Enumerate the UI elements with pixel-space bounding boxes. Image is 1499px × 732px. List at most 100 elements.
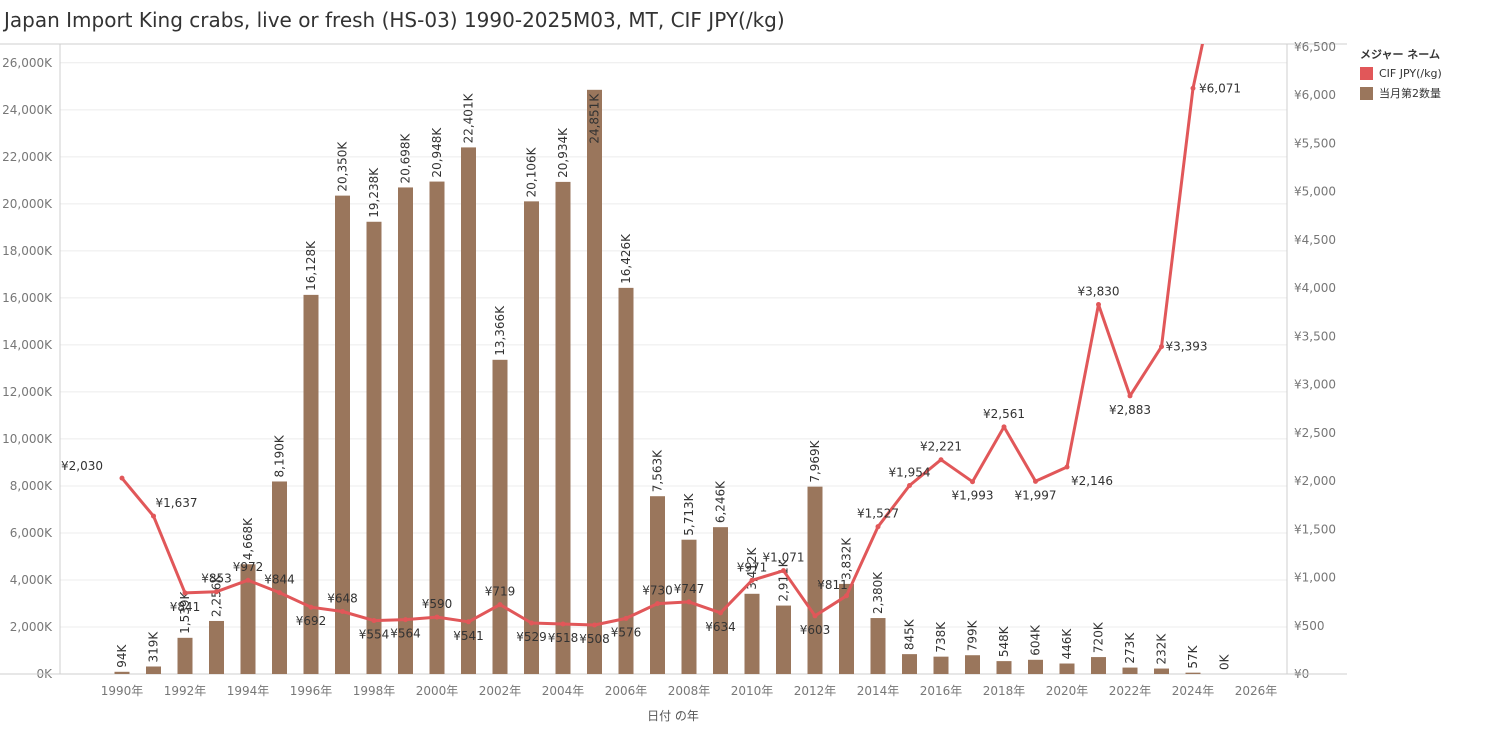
price-data-label: ¥747 [674, 582, 705, 596]
price-data-label: ¥3,830 [1078, 284, 1120, 298]
y-left-tick-label: 18,000K [2, 244, 53, 258]
bar [996, 661, 1012, 674]
bar-data-label: 7,563K [651, 449, 665, 492]
price-point [119, 475, 125, 481]
y-right-tick-label: ¥2,000 [1294, 474, 1336, 488]
price-point [592, 622, 597, 628]
legend-item-cif[interactable]: CIF JPY(/kg) [1360, 67, 1442, 80]
price-point [970, 479, 975, 485]
bar [429, 181, 445, 674]
price-point [749, 577, 755, 583]
price-data-label: ¥634 [705, 620, 736, 634]
bar-data-label: 6,246K [714, 480, 728, 523]
x-tick-label: 2018年 [983, 684, 1026, 698]
bar-data-label: 16,128K [304, 240, 318, 291]
bar [303, 294, 319, 674]
legend-swatch-quantity [1360, 86, 1373, 100]
price-data-label: ¥972 [233, 560, 264, 574]
bar [461, 147, 476, 675]
price-point [1190, 85, 1196, 91]
bar-data-label: 0K [1218, 653, 1232, 670]
y-right-tick-label: ¥4,000 [1294, 281, 1336, 295]
price-data-label: ¥1,997 [1015, 488, 1057, 502]
bar-data-label: 273K [1123, 632, 1137, 664]
bar [146, 666, 161, 674]
price-point [340, 608, 345, 614]
bar [1154, 668, 1169, 674]
price-point [623, 615, 629, 621]
bar [618, 287, 634, 674]
x-tick-label: 2014年 [857, 684, 900, 698]
price-point [686, 599, 692, 605]
y-left-tick-label: 24,000K [2, 103, 53, 117]
bar-data-label: 446K [1060, 628, 1074, 660]
price-data-label: ¥841 [170, 600, 201, 614]
y-right-tick-label: ¥3,500 [1294, 329, 1336, 343]
bar [807, 486, 823, 674]
bar-data-label: 799K [966, 619, 980, 651]
price-data-label: ¥2,883 [1109, 403, 1151, 417]
bar [177, 637, 193, 674]
y-right-tick-label: ¥5,000 [1294, 185, 1336, 199]
bar-data-label: 94K [115, 644, 129, 668]
bar [1091, 657, 1106, 674]
bar [650, 496, 665, 674]
legend-label-cif: CIF JPY(/kg) [1379, 67, 1442, 80]
bar-data-label: 8,190K [273, 434, 287, 477]
price-point [560, 621, 566, 627]
bar-data-label: 13,366K [493, 305, 507, 356]
price-point [1159, 344, 1164, 350]
bar [1185, 672, 1201, 674]
price-point [781, 568, 786, 574]
bar-data-label: 548K [997, 625, 1011, 657]
price-data-label: ¥1,954 [889, 465, 931, 479]
y-right-tick-label: ¥1,500 [1294, 522, 1336, 536]
bar [713, 527, 728, 674]
x-tick-label: 2020年 [1046, 684, 1089, 698]
x-tick-label: 2022年 [1109, 684, 1152, 698]
x-tick-label: 1990年 [101, 684, 144, 698]
bar-data-label: 2,380K [871, 571, 885, 614]
price-point [1033, 478, 1038, 484]
bar [209, 620, 224, 674]
price-data-label: ¥564 [390, 627, 421, 641]
price-data-label: ¥1,993 [952, 489, 994, 503]
price-data-label: ¥603 [800, 623, 831, 637]
bar [1122, 667, 1138, 674]
price-point [907, 482, 912, 488]
x-tick-label: 2004年 [542, 684, 585, 698]
bar-data-label: 19,238K [367, 167, 381, 218]
legend-label-quantity: 当月第2数量 [1379, 87, 1441, 100]
price-point [1001, 424, 1007, 430]
y-right-tick-label: ¥5,500 [1294, 136, 1336, 150]
legend-item-quantity[interactable]: 当月第2数量 [1360, 85, 1442, 101]
y-right-tick-label: ¥3,000 [1294, 378, 1336, 392]
price-line [120, 44, 1204, 627]
price-data-label: ¥529 [516, 630, 547, 644]
price-data-label: ¥518 [548, 631, 579, 645]
bar-data-label: 16,426K [619, 233, 633, 284]
price-data-label: ¥853 [201, 572, 232, 586]
price-data-label: ¥1,527 [857, 507, 899, 521]
price-point [718, 610, 723, 616]
bar [744, 593, 760, 674]
price-data-label: ¥3,393 [1166, 340, 1208, 354]
bar [587, 89, 602, 675]
bar-data-label: 2,911K [777, 558, 791, 601]
y-left-tick-label: 6,000K [10, 526, 53, 540]
price-data-label: ¥692 [296, 614, 327, 628]
price-point [277, 590, 282, 596]
bar-data-label: 5,713K [682, 492, 696, 535]
price-point [245, 577, 251, 583]
price-point [371, 618, 377, 624]
price-point [529, 620, 534, 626]
price-point [1064, 464, 1070, 470]
x-tick-label: 2002年 [479, 684, 522, 698]
x-tick-label: 2000年 [416, 684, 459, 698]
bar-data-label: 20,350K [336, 141, 350, 192]
bar-data-label: 1,539K [178, 590, 192, 633]
y-right-tick-label: ¥6,000 [1294, 88, 1336, 102]
bar [555, 181, 571, 674]
bar-data-label: 4,668K [241, 517, 255, 560]
bar-data-label: 22,401K [462, 92, 476, 143]
